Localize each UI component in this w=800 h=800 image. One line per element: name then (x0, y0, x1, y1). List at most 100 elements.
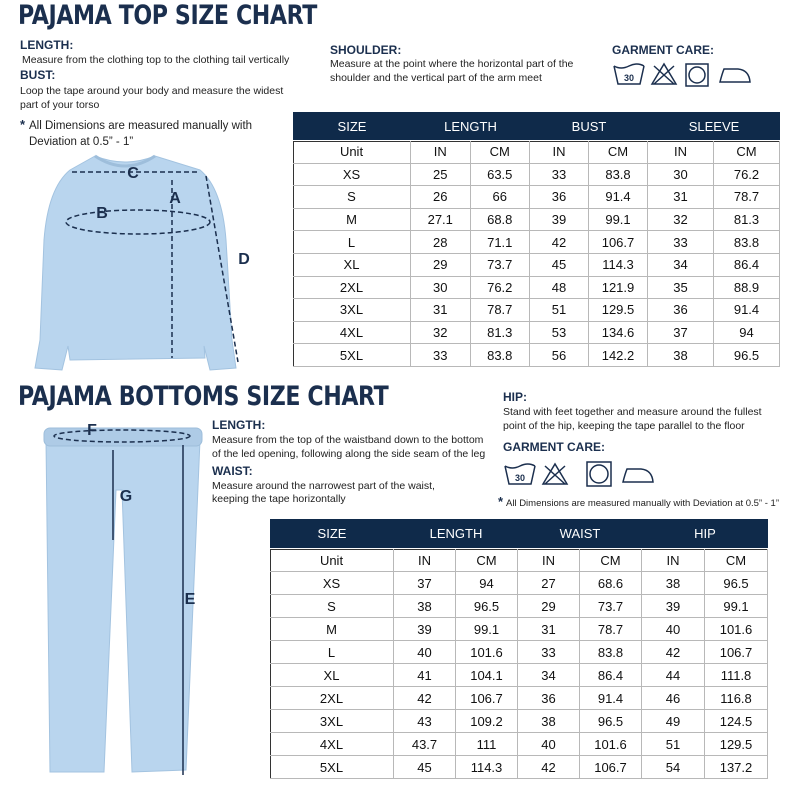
table-cell: 76.2 (714, 163, 780, 187)
section-title: PAJAMA TOP SIZE CHART (18, 0, 317, 31)
table-cell: 35 (648, 276, 714, 300)
unit-cell: IN (411, 141, 471, 164)
table-cell: 109.2 (456, 710, 518, 733)
table-cell: 124.5 (705, 710, 768, 733)
table-cell: 94 (714, 321, 780, 345)
measure-letter: C (127, 165, 139, 182)
table-cell: 33 (518, 641, 580, 664)
unit-cell: Unit (293, 141, 411, 164)
unit-cell: CM (456, 549, 518, 572)
table-cell: 37 (648, 321, 714, 345)
table-cell: 28 (411, 231, 471, 254)
measure-label: HIP: (503, 390, 527, 404)
table-cell: 99.1 (589, 208, 648, 232)
table-cell: 34 (518, 664, 580, 687)
table-cell: 54 (642, 756, 705, 779)
measure-letter: F (87, 422, 97, 439)
table-cell: 34 (648, 254, 714, 277)
table-cell: 83.8 (580, 641, 642, 664)
table-cell: M (293, 208, 411, 232)
table-cell: 46 (642, 687, 705, 710)
unit-cell: CM (580, 549, 642, 572)
measure-label: WAIST: (212, 464, 253, 478)
table-cell: XL (270, 664, 394, 687)
table-cell: 91.4 (714, 299, 780, 322)
table-cell: 31 (518, 618, 580, 641)
table-cell: 104.1 (456, 664, 518, 687)
table-cell: 30 (411, 276, 471, 300)
table-cell: 39 (394, 618, 456, 641)
measure-letter: A (169, 190, 181, 207)
table-cell: 41 (394, 664, 456, 687)
table-cell: L (270, 641, 394, 664)
table-cell: 96.5 (714, 344, 780, 367)
table-cell: 101.6 (705, 618, 768, 641)
table-cell: 51 (642, 733, 705, 756)
measure-desc: Measure from the top of the waistband do… (212, 434, 484, 446)
table-cell: 121.9 (589, 276, 648, 300)
table-cell: 134.6 (589, 321, 648, 345)
table-cell: 31 (648, 186, 714, 209)
table-cell: 4XL (293, 321, 411, 345)
table-cell: 42 (530, 231, 589, 254)
table-cell: 32 (648, 208, 714, 232)
table-cell: 39 (642, 595, 705, 618)
unit-cell: IN (518, 549, 580, 572)
table-cell: 56 (530, 344, 589, 367)
table-cell: 88.9 (714, 276, 780, 300)
table-cell: 36 (648, 299, 714, 322)
table-cell: 78.7 (714, 186, 780, 209)
table-cell: 137.2 (705, 756, 768, 779)
measure-desc: Stand with feet together and measure aro… (503, 406, 762, 418)
table-cell: XL (293, 254, 411, 277)
unit-cell: CM (470, 141, 530, 164)
shirt-illustration (34, 154, 239, 371)
measure-label: SHOULDER: (330, 43, 402, 57)
measure-label: BUST: (20, 68, 56, 82)
table-cell: 91.4 (589, 186, 648, 209)
unit-cell: CM (705, 549, 768, 572)
table-cell: 38 (518, 710, 580, 733)
table-cell: 43.7 (394, 733, 456, 756)
table-cell: 29 (411, 254, 471, 277)
table-cell: 91.4 (580, 687, 642, 710)
wash-temp: 30 (515, 473, 525, 483)
table-cell: 31 (411, 299, 471, 322)
table-cell: 33 (411, 344, 471, 367)
table-cell: 68.8 (470, 208, 530, 232)
table-header: LENGTH (394, 519, 518, 548)
table-cell: 71.1 (470, 231, 530, 254)
table-cell: 36 (518, 687, 580, 710)
measure-label: LENGTH: (212, 418, 266, 432)
table-cell: 66 (470, 186, 530, 209)
table-cell: L (293, 231, 411, 254)
table-cell: 99.1 (456, 618, 518, 641)
table-cell: 40 (642, 618, 705, 641)
table-cell: 96.5 (580, 710, 642, 733)
table-cell: S (293, 186, 411, 209)
table-cell: 101.6 (456, 641, 518, 664)
measure-desc: shoulder and the vertical part of the ar… (330, 72, 542, 84)
table-cell: 106.7 (456, 687, 518, 710)
table-header: SIZE (293, 112, 411, 140)
table-cell: 96.5 (456, 595, 518, 618)
table-cell: M (270, 618, 394, 641)
note: Deviation at 0.5” - 1” (29, 136, 134, 148)
table-header: SLEEVE (648, 112, 780, 140)
table-cell: 73.7 (580, 595, 642, 618)
table-cell: 45 (394, 756, 456, 779)
measure-desc: Measure from the clothing top to the clo… (22, 54, 290, 66)
measure-desc: point of the hip, keeping the tape paral… (503, 420, 745, 432)
measure-desc: Measure at the point where the horizonta… (330, 58, 574, 70)
table-cell: 68.6 (580, 572, 642, 595)
table-cell: 114.3 (589, 254, 648, 277)
table-cell: 81.3 (470, 321, 530, 345)
table-cell: 29 (518, 595, 580, 618)
table-cell: 42 (394, 687, 456, 710)
table-cell: 27.1 (411, 208, 471, 232)
table-cell: 129.5 (589, 299, 648, 322)
table-cell: 106.7 (705, 641, 768, 664)
measure-desc: of the led opening, following along the … (212, 448, 486, 460)
table-cell: 49 (642, 710, 705, 733)
table-cell: 83.8 (714, 231, 780, 254)
